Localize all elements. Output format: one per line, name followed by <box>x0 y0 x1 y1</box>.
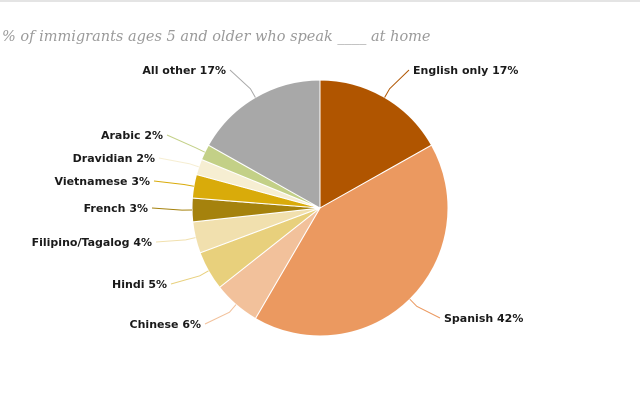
slice-label-arabic: Arabic 2% <box>101 129 163 142</box>
slice-label-english-only: English only 17% <box>413 64 518 77</box>
slice-label-french: French 3% <box>84 202 148 215</box>
slice-label-hindi: Hindi 5% <box>112 278 167 291</box>
slice-label-dravidian: Dravidian 2% <box>73 152 155 165</box>
leader-line-dravidian <box>158 157 199 168</box>
slice-label-filipino-tagalog: Filipino/Tagalog 4% <box>32 236 152 249</box>
pie-slice-all-other <box>207 79 321 209</box>
leader-line-french <box>151 207 193 211</box>
leader-line-hindi <box>170 270 209 285</box>
leader-line-vietnamese <box>153 180 194 187</box>
pie-slice-english-only <box>319 79 433 209</box>
leader-line-arabic <box>166 134 206 153</box>
leader-line-all-other <box>229 69 256 98</box>
chart-subtitle: % of immigrants ages 5 and older who spe… <box>2 29 431 45</box>
leader-line-english-only <box>384 69 410 98</box>
slice-label-all-other: All other 17% <box>142 64 226 77</box>
slice-label-chinese: Chinese 6% <box>130 318 201 331</box>
slice-label-spanish: Spanish 42% <box>444 312 523 325</box>
slice-label-vietnamese: Vietnamese 3% <box>55 175 151 188</box>
leader-line-filipino-tagalog <box>155 237 196 243</box>
top-rule <box>0 0 640 2</box>
leader-line-chinese <box>204 304 237 325</box>
leader-line-spanish <box>409 298 441 319</box>
